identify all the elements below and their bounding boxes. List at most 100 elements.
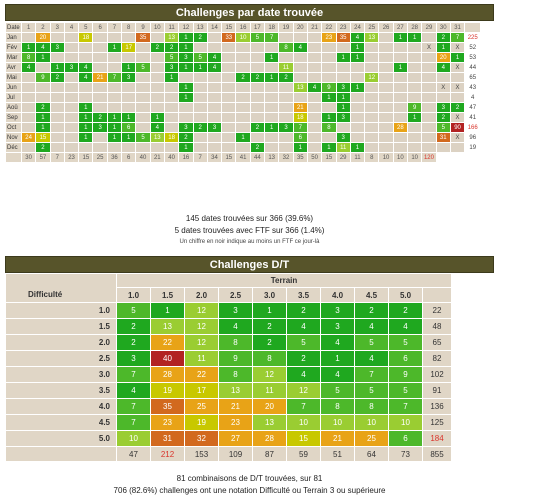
day-cell[interactable]: 1 (79, 113, 93, 122)
dt-cell[interactable]: 10 (355, 415, 388, 430)
day-cell[interactable]: 5 (136, 63, 150, 72)
day-cell[interactable]: 1 (265, 53, 279, 62)
day-cell[interactable]: 1 (36, 113, 50, 122)
dt-cell[interactable]: 12 (287, 383, 320, 398)
day-cell[interactable]: 21 (93, 73, 107, 82)
day-cell[interactable]: 35 (136, 33, 150, 42)
day-cell[interactable]: 1 (79, 123, 93, 132)
day-cell[interactable]: 1 (336, 93, 350, 102)
day-cell[interactable]: 4 (79, 73, 93, 82)
day-cell[interactable]: 1 (79, 103, 93, 112)
dt-cell[interactable]: 23 (151, 415, 184, 430)
dt-cell[interactable]: 28 (151, 367, 184, 382)
day-cell[interactable]: 1 (265, 73, 279, 82)
day-cell[interactable]: 1 (265, 123, 279, 132)
dt-cell[interactable]: 4 (287, 319, 320, 334)
day-cell[interactable]: 1 (179, 33, 193, 42)
day-cell[interactable]: 11 (279, 63, 293, 72)
day-cell[interactable]: 3 (436, 103, 450, 112)
dt-cell[interactable]: 17 (185, 383, 218, 398)
day-cell[interactable]: 2 (164, 43, 179, 52)
day-cell[interactable]: 12 (365, 73, 379, 82)
day-cell[interactable]: 2 (193, 123, 207, 132)
day-cell[interactable]: 1 (350, 83, 365, 92)
day-cell[interactable]: 1 (107, 123, 122, 132)
day-cell[interactable]: 9 (322, 83, 336, 92)
day-cell[interactable]: 1 (107, 43, 122, 52)
day-cell[interactable]: 7 (450, 33, 465, 42)
day-cell[interactable]: 1 (36, 53, 50, 62)
day-cell[interactable]: 1 (408, 33, 422, 42)
dt-cell[interactable]: 12 (185, 319, 218, 334)
day-cell[interactable]: 3 (122, 73, 136, 82)
dt-cell[interactable]: 6 (389, 431, 422, 446)
day-cell[interactable]: 4 (79, 63, 93, 72)
dt-cell[interactable]: 10 (287, 415, 320, 430)
day-cell[interactable]: 1 (408, 113, 422, 122)
dt-cell[interactable]: 4 (355, 351, 388, 366)
dt-cell[interactable]: 5 (321, 383, 354, 398)
day-cell[interactable]: 7 (293, 123, 307, 132)
dt-cell[interactable]: 8 (219, 367, 252, 382)
day-cell[interactable]: 1 (107, 113, 122, 122)
day-cell[interactable]: 2 (250, 143, 265, 152)
day-cell[interactable]: 5 (164, 53, 179, 62)
dt-cell[interactable]: 2 (355, 303, 388, 318)
day-cell[interactable]: 1 (122, 133, 136, 142)
day-cell[interactable]: 2 (50, 73, 64, 82)
dt-cell[interactable]: 9 (389, 367, 422, 382)
day-cell[interactable]: 5 (250, 33, 265, 42)
day-cell[interactable]: 7 (107, 73, 122, 82)
day-cell[interactable]: 6 (293, 133, 307, 142)
day-cell[interactable]: 1 (350, 43, 365, 52)
day-cell[interactable]: 18 (293, 113, 307, 122)
dt-cell[interactable]: 11 (185, 351, 218, 366)
dt-cell[interactable]: 40 (151, 351, 184, 366)
day-cell[interactable]: 1 (150, 113, 164, 122)
dt-cell[interactable]: 25 (185, 399, 218, 414)
day-cell[interactable]: 1 (336, 103, 350, 112)
day-cell[interactable]: 21 (293, 103, 307, 112)
dt-cell[interactable]: 6 (389, 351, 422, 366)
dt-cell[interactable]: 5 (389, 335, 422, 350)
dt-cell[interactable]: 8 (321, 399, 354, 414)
day-cell[interactable]: 1 (179, 93, 193, 102)
day-cell[interactable]: 4 (350, 33, 365, 42)
day-cell[interactable]: 1 (179, 63, 193, 72)
day-cell[interactable]: 1 (393, 63, 408, 72)
day-cell[interactable]: 1 (450, 53, 465, 62)
day-cell[interactable]: 3 (179, 123, 193, 132)
day-cell[interactable]: 11 (336, 143, 350, 152)
day-cell[interactable]: 1 (107, 133, 122, 142)
day-cell[interactable]: 3 (50, 43, 64, 52)
day-cell[interactable]: 3 (207, 123, 222, 132)
dt-cell[interactable]: 5 (389, 383, 422, 398)
dt-cell[interactable]: 15 (287, 431, 320, 446)
day-cell[interactable]: 13 (164, 33, 179, 42)
dt-cell[interactable]: 1 (151, 303, 184, 318)
dt-cell[interactable]: 1 (253, 303, 286, 318)
day-cell[interactable]: 31 (436, 133, 450, 142)
day-cell[interactable]: 23 (322, 33, 336, 42)
day-cell[interactable]: 90 (450, 123, 465, 132)
dt-cell[interactable]: 4 (321, 335, 354, 350)
day-cell[interactable]: 2 (179, 133, 193, 142)
day-cell[interactable]: 20 (436, 53, 450, 62)
day-cell[interactable]: 8 (322, 123, 336, 132)
dt-cell[interactable]: 8 (253, 351, 286, 366)
day-cell[interactable]: 13 (365, 33, 379, 42)
dt-cell[interactable]: 3 (219, 303, 252, 318)
dt-cell[interactable]: 12 (185, 335, 218, 350)
dt-cell[interactable]: 7 (389, 399, 422, 414)
day-cell[interactable]: 1 (322, 93, 336, 102)
day-cell[interactable]: 2 (36, 103, 50, 112)
dt-cell[interactable]: 10 (321, 415, 354, 430)
dt-cell[interactable]: 22 (185, 367, 218, 382)
day-cell[interactable]: 35 (336, 33, 350, 42)
day-cell[interactable]: 1 (293, 143, 307, 152)
day-cell[interactable]: 4 (207, 63, 222, 72)
dt-cell[interactable]: 4 (117, 383, 150, 398)
day-cell[interactable]: 3 (93, 123, 107, 132)
day-cell[interactable]: 1 (193, 63, 207, 72)
day-cell[interactable]: 1 (350, 53, 365, 62)
